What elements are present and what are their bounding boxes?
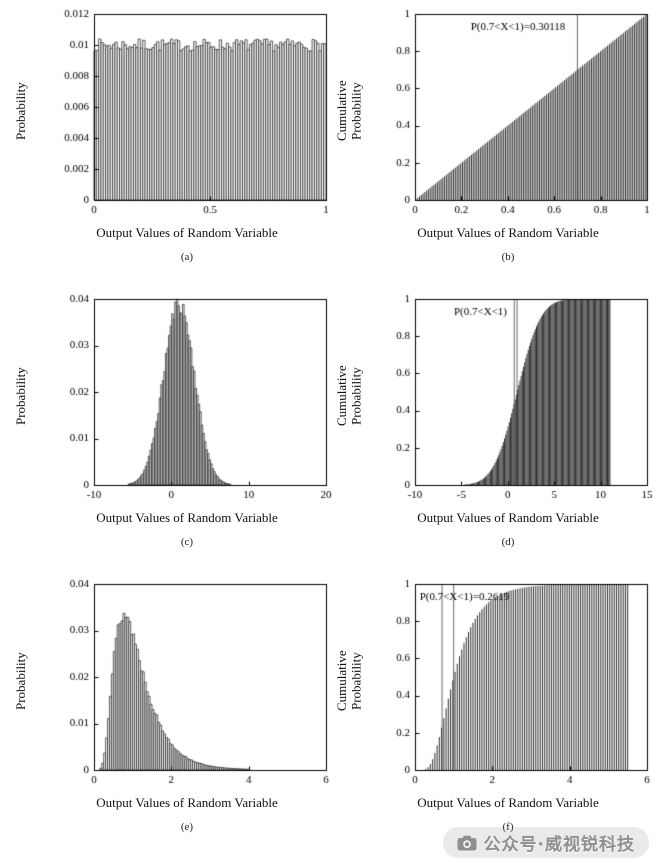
x-axis-label: Output Values of Random Variable (417, 510, 599, 525)
plot-canvas-f (363, 578, 653, 792)
y-axis-label: Cumulative Probability (334, 650, 364, 712)
subplot-label-b: (b) (501, 251, 515, 263)
x-axis-label: Output Values of Random Variable (96, 795, 278, 810)
y-axis-label: Cumulative Probability (334, 80, 364, 142)
x-axis-label: Output Values of Random Variable (96, 225, 278, 240)
watermark-text: 公众号·威视锐科技 (483, 835, 635, 855)
subplot-label-a: (a) (180, 251, 194, 263)
x-axis-label: Output Values of Random Variable (96, 510, 278, 525)
x-axis-label: Output Values of Random Variable (417, 795, 599, 810)
plot-canvas-a (42, 8, 332, 222)
x-axis-label: Output Values of Random Variable (417, 225, 599, 240)
plot-canvas-e (42, 578, 332, 792)
y-axis-label: Cumulative Probability (334, 365, 364, 427)
subplot-label-f: (f) (502, 821, 514, 833)
plot-f-lognormal-cdf: Cumulative Probability Output Values of … (333, 574, 654, 859)
y-axis-label: Probability (13, 367, 28, 425)
y-axis-label: Probability (13, 652, 28, 710)
y-axis-label: Probability (13, 82, 28, 140)
subplot-label-d: (d) (501, 536, 515, 548)
plot-b-uniform-cdf: Cumulative Probability Output Values of … (333, 4, 654, 289)
plot-canvas-c (42, 293, 332, 507)
plot-canvas-b (363, 8, 653, 222)
plot-c-normal-histogram: Probability Output Values of Random Vari… (12, 289, 333, 574)
plot-e-lognormal-histogram: Probability Output Values of Random Vari… (12, 574, 333, 859)
subplot-label-e: (e) (180, 821, 194, 833)
plot-a-uniform-histogram: Probability Output Values of Random Vari… (12, 4, 333, 289)
plot-canvas-d (363, 293, 653, 507)
plot-grid: Probability Output Values of Random Vari… (12, 4, 655, 859)
plot-d-normal-cdf: Cumulative Probability Output Values of … (333, 289, 654, 574)
subplot-label-c: (c) (180, 536, 194, 548)
watermark-badge: 公众号·威视锐科技 (442, 827, 649, 858)
camera-icon (457, 835, 477, 851)
